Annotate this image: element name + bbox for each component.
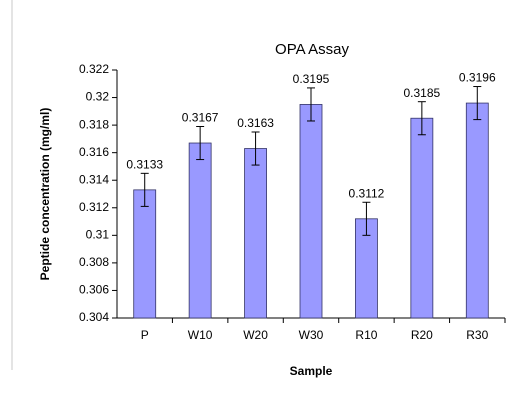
x-tick-label: W10	[188, 328, 213, 342]
bar	[133, 189, 157, 319]
x-axis-label: Sample	[290, 364, 333, 378]
x-tick-label: R30	[466, 328, 488, 342]
y-axis-label: Peptide concentration (mg/ml)	[38, 108, 52, 281]
y-tick-label: 0.31	[86, 228, 110, 242]
y-tick-label: 0.32	[86, 90, 110, 104]
bar	[465, 102, 489, 319]
data-label: 0.3195	[293, 72, 330, 86]
bar	[188, 142, 212, 319]
x-tick-label: R20	[411, 328, 433, 342]
data-label: 0.3167	[182, 111, 219, 125]
bar	[410, 117, 434, 319]
chart-title: OPA Assay	[275, 41, 349, 58]
y-tick-label: 0.322	[79, 62, 109, 76]
y-tick-label: 0.304	[79, 310, 109, 324]
y-tick-label: 0.316	[79, 145, 109, 159]
y-tick-label: 0.314	[79, 172, 109, 186]
y-tick-label: 0.306	[79, 283, 109, 297]
bar	[299, 104, 323, 319]
x-tick-label: R10	[355, 328, 377, 342]
x-tick-label: W20	[243, 328, 268, 342]
data-label: 0.3196	[459, 71, 496, 85]
data-label: 0.3112	[349, 186, 385, 200]
bar	[244, 148, 267, 319]
y-tick-label: 0.312	[79, 200, 109, 214]
x-tick-label: W30	[299, 328, 324, 342]
data-label: 0.3133	[126, 158, 163, 172]
y-tick-label: 0.318	[79, 117, 109, 131]
y-tick-label: 0.308	[79, 255, 109, 269]
data-label: 0.3185	[404, 86, 441, 100]
data-label: 0.3163	[237, 116, 274, 130]
x-tick-label: P	[141, 328, 149, 342]
